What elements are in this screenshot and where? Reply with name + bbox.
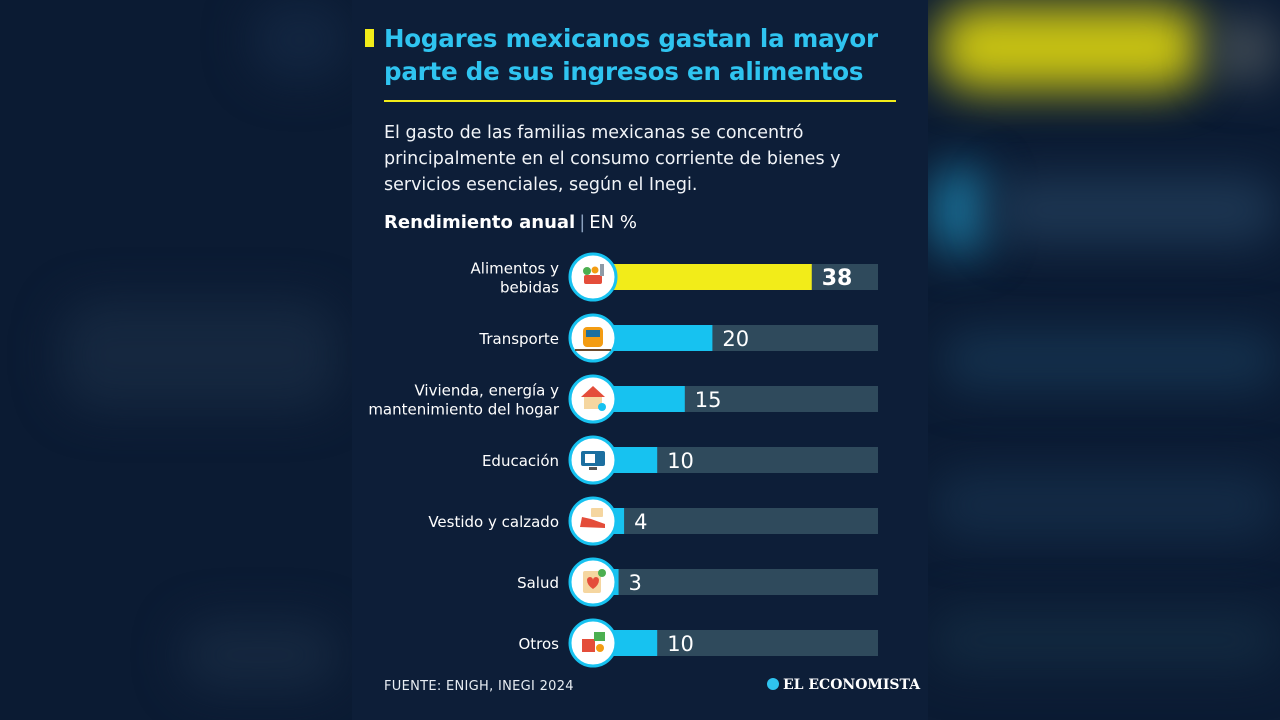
health-icon-plus <box>598 569 606 577</box>
house-tools-icon-roof <box>581 386 605 397</box>
subtitle: El gasto de las familias mexicanas se co… <box>384 123 841 195</box>
value-label: 10 <box>667 449 694 473</box>
blurred-shape <box>1210 15 1280 85</box>
title-accent-mark <box>365 29 374 47</box>
value-label: 20 <box>722 327 749 351</box>
blurred-shape <box>940 330 1280 390</box>
train-icon-window <box>586 330 600 337</box>
category-label: Educación <box>482 452 559 470</box>
other-items-icon-ball <box>596 644 604 652</box>
blurred-shape <box>930 610 1280 670</box>
blurred-shape <box>60 300 340 410</box>
other-items-icon-screen <box>594 632 605 641</box>
category-label-line: Transporte <box>478 330 559 348</box>
house-tools-icon-wall <box>584 397 602 409</box>
bar-row: Vivienda, energía y mantenimiento del hog… <box>368 374 878 424</box>
brand-logo: EL ECONOMISTA <box>767 677 920 693</box>
food-icon-bottle <box>600 264 604 276</box>
source-note: FUENTE: ENIGH, INEGI 2024 <box>384 679 574 694</box>
infographic-card: Hogares mexicanos gastan la mayor parte … <box>352 0 928 720</box>
bar-row: Transporte 20 <box>478 313 878 363</box>
blurred-shape <box>930 165 990 255</box>
house-tools-icon-tool <box>598 403 606 411</box>
category-label-line: bebidas <box>500 279 559 297</box>
title-divider <box>384 100 896 102</box>
category-label-line: Educación <box>482 452 559 470</box>
other-items-icon-glyph <box>582 632 605 652</box>
blurred-highlight <box>935 5 1205 90</box>
brand-name: EL ECONOMISTA <box>783 677 921 693</box>
value-label: 15 <box>695 388 722 412</box>
education-icon-glyph <box>581 451 605 470</box>
food-icon-crate <box>584 275 602 284</box>
education-icon-page <box>585 454 595 463</box>
category-label: Alimentos y bebidas <box>471 260 560 297</box>
food-icon-glyph <box>583 264 604 284</box>
page-title: Hogares mexicanos gastan la mayor parte … <box>384 24 878 86</box>
category-label-line: Vivienda, energía y <box>414 382 559 400</box>
food-icon-leaf <box>583 267 591 275</box>
value-label: 3 <box>629 571 642 595</box>
category-label-line: mantenimiento del hogar <box>368 401 560 419</box>
bar-row: Educación 10 <box>482 435 878 485</box>
category-label: Vestido y calzado <box>428 513 559 531</box>
bar-chart: Alimentos y bebidas 38 Transporte 20 Vivienda… <box>368 252 878 668</box>
value-label: 38 <box>822 266 853 291</box>
chart-heading: Rendimiento anual | EN % <box>384 212 637 233</box>
category-label: Vivienda, energía y mantenimiento del hog… <box>368 382 560 419</box>
value-label: 10 <box>667 632 694 656</box>
bar-row: Vestido y calzado 4 <box>428 496 878 546</box>
train-icon-glyph <box>575 327 611 351</box>
category-label: Salud <box>517 574 559 592</box>
chart-heading-separator: | <box>579 212 586 233</box>
value-label: 4 <box>634 510 647 534</box>
shoe-icon-tag <box>591 508 603 517</box>
other-items-icon-box <box>582 639 595 652</box>
food-icon-fruit <box>591 266 599 274</box>
category-label-line: Salud <box>517 574 559 592</box>
health-icon-heart <box>587 577 599 589</box>
chart-heading-label: Rendimiento anual <box>384 212 576 233</box>
blurred-shape <box>990 175 1280 245</box>
house-tools-icon-glyph <box>581 386 606 411</box>
education-icon-stand <box>589 467 597 470</box>
bar <box>602 264 812 290</box>
category-label: Transporte <box>478 330 559 348</box>
blurred-shape <box>930 470 1280 540</box>
category-label-line: Vestido y calzado <box>428 513 559 531</box>
bar-row: Otros 10 <box>518 618 878 668</box>
bar-track <box>602 569 878 595</box>
shoe-icon-body <box>580 517 605 528</box>
category-label-line: Otros <box>518 635 559 653</box>
blurred-shape <box>180 620 340 690</box>
bar <box>602 325 713 351</box>
bar-track <box>602 508 878 534</box>
blurred-shape <box>250 0 350 80</box>
health-icon-glyph <box>583 569 606 593</box>
bar-row: Alimentos y bebidas 38 <box>471 252 878 302</box>
shoe-icon-glyph <box>580 508 605 528</box>
category-label-line: Alimentos y <box>471 260 560 278</box>
brand-icon <box>767 678 779 690</box>
bar-row: Salud 3 <box>517 557 878 607</box>
chart-heading-unit: EN % <box>589 212 637 233</box>
category-label: Otros <box>518 635 559 653</box>
